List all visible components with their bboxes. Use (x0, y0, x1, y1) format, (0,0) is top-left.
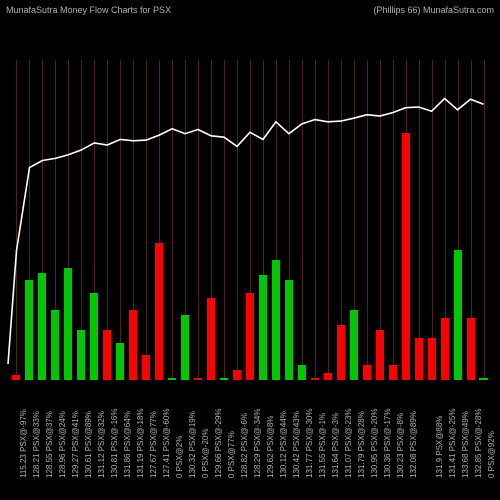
x-axis-label: 131.12 PSX@32% (97, 411, 106, 478)
x-axis-label: 130.36 PSX@-17% (383, 409, 392, 479)
x-axis-label: 132.85 PSX@-28% (474, 409, 483, 479)
x-axis-label: 128.82 PSX@-6% (240, 413, 249, 478)
x-axis-label: 131.07 PSX@-23% (344, 409, 353, 479)
x-axis-label: 130.32 PSX@19% (188, 411, 197, 478)
x-axis-label: 131.86 PSX@64% (123, 411, 132, 478)
x-axis-label: 131.41 PSX@-25% (448, 409, 457, 479)
chart-root: MunafaSutra Money Flow Charts for PSX (P… (0, 0, 500, 500)
x-axis-label: 130.23 PSX@-8% (396, 413, 405, 478)
x-axis-label: 128.96 PSX@24% (58, 411, 67, 478)
x-axis-label: 0 PSX@77% (227, 431, 236, 478)
title-bar: MunafaSutra Money Flow Charts for PSX (P… (0, 0, 500, 20)
x-axis-label: 131.77 PSX@-30% (305, 409, 314, 479)
title-left: MunafaSutra Money Flow Charts for PSX (6, 5, 171, 15)
title-right: (Phillips 66) MunafaSutra.com (373, 5, 494, 15)
x-axis-label: 132.08 PSX@89% (409, 411, 418, 478)
x-axis-label: 127.41 PSX@-60% (162, 409, 171, 479)
x-axis-label: 133.68 PSX@49% (461, 411, 470, 478)
price-line (10, 60, 490, 380)
x-axis-label: 129.27 PSX@41% (71, 411, 80, 478)
x-axis-label: 128.29 PSX@-34% (253, 409, 262, 479)
x-axis-label: 131.19 PSX@-18% (136, 409, 145, 479)
x-axis-label: 131.79 PSX@28% (357, 411, 366, 478)
x-axis-label: 131.9 PSX@88% (435, 416, 444, 478)
x-axis-label: 130.61 PSX@89% (84, 411, 93, 478)
x-axis-label: 115.23 PSX@-97% (19, 409, 28, 478)
x-axis-label: 130.42 PSX@43% (292, 411, 301, 478)
x-axis-label: 0 PSX@92% (487, 431, 496, 478)
x-axis-label: 131.55 PSX@-1% (318, 413, 327, 478)
x-axis-label: 0 PSX@2% (175, 436, 184, 478)
x-axis-label: 127.67 PSX@77% (149, 411, 158, 478)
x-axis-label: 130.81 PSX@-16% (110, 409, 119, 479)
x-axis-label: 129.66 PSX@-29% (214, 409, 223, 479)
x-axis-label: 130.95 PSX@-20% (370, 409, 379, 479)
plot-area (10, 60, 490, 380)
x-axis-label: 129.62 PSX@8% (266, 416, 275, 478)
x-axis-label: 131.64 PSX@-3% (331, 413, 340, 478)
x-axis-label: 128.55 PSX@37% (45, 411, 54, 478)
x-axis-label: 128.21 PSX@33% (32, 411, 41, 478)
x-axis-label: 0 PSX@-20% (201, 429, 210, 478)
x-axis-label: 130.12 PSX@44% (279, 411, 288, 478)
